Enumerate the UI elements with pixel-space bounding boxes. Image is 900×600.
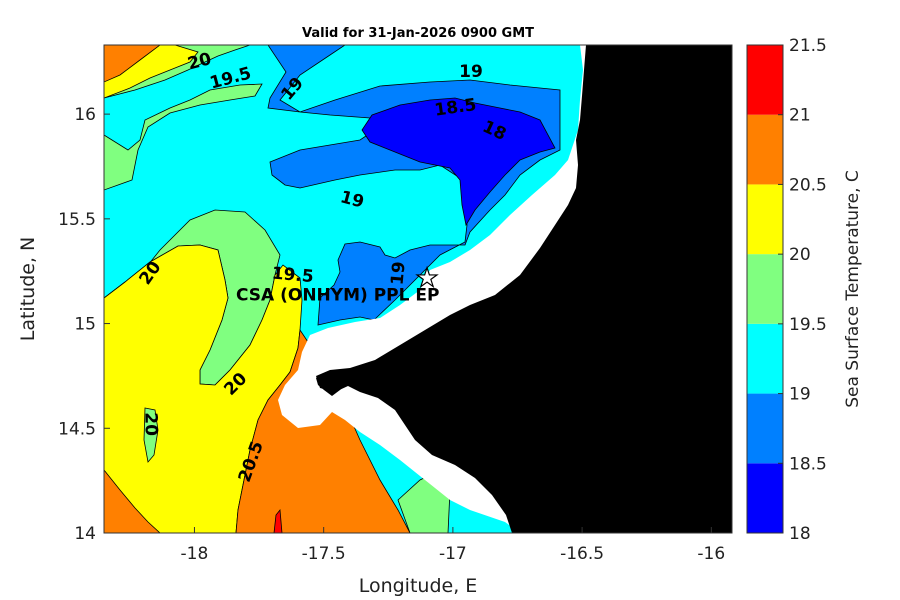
colorbar-tick-label: 19.5 xyxy=(789,315,827,335)
colorbar-swatch xyxy=(747,114,783,185)
colorbar-swatch xyxy=(747,254,783,324)
sst-band-20.5-21-north xyxy=(104,45,161,83)
x-tick-label: -18 xyxy=(181,544,209,564)
contour-label: 19 xyxy=(388,261,410,286)
y-axis-label: Latitude, N xyxy=(17,237,39,342)
x-tick-label: -17.5 xyxy=(302,544,346,564)
colorbar-swatch xyxy=(747,463,783,533)
colorbar-tick-label: 19 xyxy=(789,385,811,405)
contour-label: 20 xyxy=(141,412,161,436)
site-layer: ★ CSA (ONHYM) PPL EP xyxy=(236,263,439,306)
contour-label: 19.5 xyxy=(271,264,315,288)
colorbar-swatch xyxy=(747,323,783,394)
sst-band-21-21.5 xyxy=(273,508,283,533)
x-axis: -18 -17.5 -17 -16.5 -16 xyxy=(181,527,725,564)
y-tick-label: 15.5 xyxy=(58,210,96,230)
colorbar-tick-label: 20.5 xyxy=(789,175,827,195)
contour-label: 19 xyxy=(459,62,483,82)
x-tick-label: -16 xyxy=(697,544,725,564)
colorbar-tick-label: 18 xyxy=(789,524,811,544)
land xyxy=(316,45,732,533)
colorbar-swatch xyxy=(747,45,783,115)
colorbar-label: Sea Surface Temperature, C xyxy=(843,170,863,408)
map-area xyxy=(104,45,732,533)
sst-band-20.5-21-south xyxy=(104,328,411,533)
site-star-icon: ★ xyxy=(415,263,438,293)
x-tick-label: -16.5 xyxy=(560,544,604,564)
colorbar-swatch xyxy=(747,184,783,255)
colorbar-tick-label: 21 xyxy=(789,106,811,126)
sst-band-19.5-20-patch xyxy=(143,407,159,463)
y-tick-label: 14 xyxy=(74,524,96,544)
colorbar: 18 18.5 19 19.5 20 20.5 21 21.5 xyxy=(746,36,827,544)
y-tick-label: 14.5 xyxy=(58,419,96,439)
colorbar-swatch xyxy=(747,393,783,464)
cape-verde-peninsula xyxy=(316,372,348,396)
chart-title: Valid for 31-Jan-2026 0900 GMT xyxy=(302,26,534,41)
colorbar-tick-label: 18.5 xyxy=(789,454,827,474)
y-tick-label: 15 xyxy=(74,315,96,335)
sst-band-18-18.5 xyxy=(361,97,556,227)
y-axis: 14 14.5 15 15.5 16 xyxy=(58,105,110,544)
colorbar-frame xyxy=(746,44,784,534)
x-tick-label: -17 xyxy=(439,544,467,564)
plot-frame xyxy=(103,44,733,534)
x-axis-label: Longitude, E xyxy=(359,575,478,597)
colorbar-tick-label: 20 xyxy=(789,245,811,265)
site-label: CSA (ONHYM) PPL EP xyxy=(236,285,439,305)
colorbar-tick-label: 21.5 xyxy=(789,36,827,56)
y-tick-label: 16 xyxy=(74,105,96,125)
